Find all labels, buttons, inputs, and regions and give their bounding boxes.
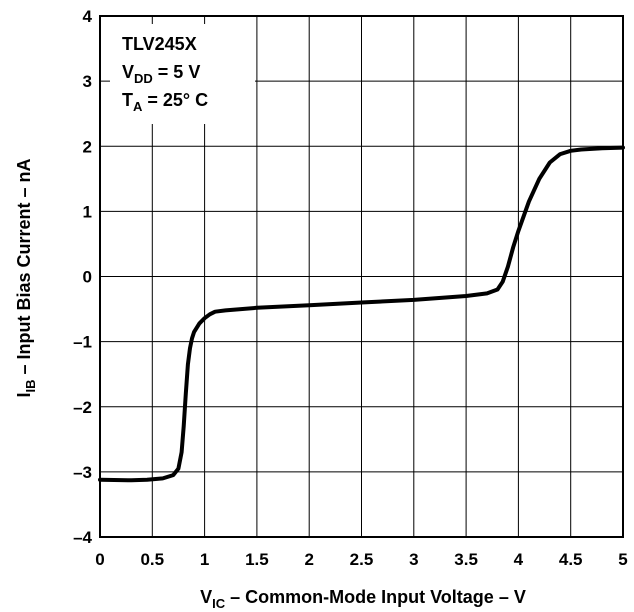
y-tick-label: –2 — [73, 398, 92, 417]
plot-frame — [99, 15, 624, 538]
x-tick-label: 3 — [409, 550, 418, 569]
supply-voltage-label: VDD = 5 V — [122, 62, 200, 86]
x-tick-label: 1 — [200, 550, 209, 569]
device-label: TLV245X — [122, 34, 197, 54]
y-tick-label: 3 — [83, 72, 92, 91]
annotation-box — [110, 24, 255, 124]
data-series-line — [98, 145, 625, 483]
x-tick-label: 1.5 — [245, 550, 269, 569]
temperature-label: TA = 25° C — [122, 90, 208, 114]
x-tick-label: 0.5 — [140, 550, 164, 569]
x-tick-label: 0 — [95, 550, 104, 569]
tick-labels: 0 0.5 1 1.5 2 2.5 3 3.5 4 4.5 5 –4 –3 –2 –1 0 1 2 3 4 — [73, 7, 628, 569]
y-tick-label: 1 — [83, 202, 92, 221]
y-tick-label: 2 — [83, 137, 92, 156]
y-tick-label: –4 — [73, 528, 92, 547]
x-tick-label: 3.5 — [454, 550, 478, 569]
x-tick-label: 4.5 — [559, 550, 583, 569]
y-axis-label: IIB – Input Bias Current – nA — [14, 158, 38, 397]
y-tick-label: –1 — [73, 333, 92, 352]
y-tick-label: 4 — [83, 7, 93, 26]
x-tick-label: 5 — [618, 550, 627, 569]
y-tick-label: –3 — [73, 463, 92, 482]
grid — [100, 16, 623, 537]
x-axis-label: VIC – Common-Mode Input Voltage – V — [200, 587, 526, 611]
y-tick-label: 0 — [83, 268, 92, 287]
x-tick-label: 2 — [304, 550, 313, 569]
x-tick-label: 4 — [514, 550, 524, 569]
x-tick-label: 2.5 — [350, 550, 374, 569]
